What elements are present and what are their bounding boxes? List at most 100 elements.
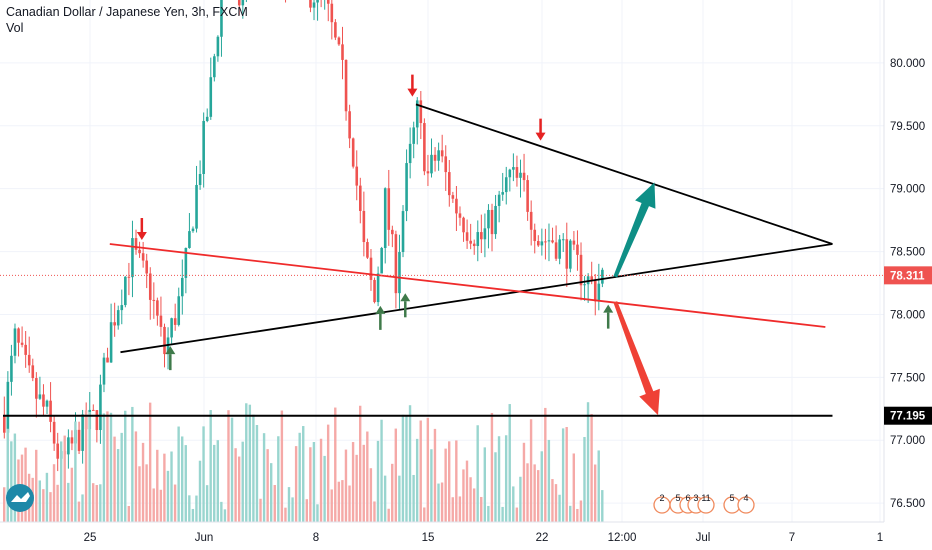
volume-bar [334,407,337,522]
volume-bar [38,480,41,522]
volume-bar [458,496,462,522]
volume-bar [138,466,141,522]
volume-bar [88,411,91,522]
candle-body [152,299,156,301]
volume-bar [127,505,130,522]
volume-bar [173,484,177,522]
volume-bar [362,444,365,522]
candle-body [35,378,38,399]
candle-body [205,116,209,121]
volume-bar [490,412,494,522]
volume-bar [412,474,415,522]
y-tick-label: 78.000 [890,309,925,321]
volume-bar [341,480,344,522]
volume-bar [415,438,419,522]
volume-bar [205,485,209,522]
candle-body [341,44,344,60]
candle-body [462,217,465,233]
volume-bar [515,507,519,522]
candle-body [469,240,472,244]
volume-bar [366,431,369,522]
volume-bar [141,442,145,522]
volume-bar [156,449,159,522]
candle-body [383,188,387,248]
volume-bar [337,481,341,522]
projection-down-arrow-icon [613,301,660,416]
candle-body [508,169,512,178]
volume-bar [319,438,323,522]
candle-body [455,198,458,214]
candle-body [184,247,188,278]
candle-body [544,241,547,243]
candle-body [533,229,537,242]
candle-body [408,143,412,164]
y-tick-label: 80.000 [890,58,925,70]
candle-body [501,192,504,195]
candle-body [220,0,223,37]
candle-body [188,231,191,248]
candle-body [42,394,45,407]
candle-body [387,188,391,230]
candle-body [70,437,74,444]
volume-bar [540,451,543,522]
volume-bar [547,439,551,522]
volume-bar [351,442,355,522]
volume-bar [576,508,579,522]
candle-body [17,328,20,343]
volume-bar [330,489,333,522]
candle-body [569,240,572,269]
volume-bar [42,489,45,522]
candle-body [120,305,124,311]
candle-body [494,205,497,235]
event-marker-icon [697,496,715,514]
candle-body [116,310,120,326]
volume-bar [152,488,155,522]
candle-body [362,210,366,243]
y-tick-label: 76.500 [890,498,925,510]
volume-bar [213,444,216,522]
candle-body [198,174,202,185]
candle-body [344,59,348,112]
volume-bar [529,419,533,522]
volume-bar [601,490,604,522]
candle-body [213,56,216,78]
volume-label: Vol [6,21,24,35]
candle-body [326,0,330,4]
candle-body [476,232,480,247]
candle-body [430,154,433,174]
candle-body [351,138,355,167]
candle-body [526,180,529,212]
volume-bar [277,436,280,522]
x-tick-label: 22 [536,532,549,544]
volume-bar [266,449,269,522]
volume-bar [426,417,430,522]
candle-body [440,150,444,157]
candle-body [77,429,81,451]
volume-bar [526,463,529,522]
trendline-upper-resistance [415,103,833,245]
volume-bar [551,479,554,522]
volume-bar [74,421,77,522]
candle-body [419,100,423,124]
candle-body [191,228,195,232]
candle-body [355,166,359,186]
volume-bar [63,435,66,522]
volume-bar [323,455,326,522]
candle-body [102,357,106,385]
volume-bar [558,494,561,522]
volume-bar [223,509,227,522]
candle-body [6,381,10,433]
candle-body [45,400,49,407]
volume-bar [494,452,497,522]
volume-bar [359,405,362,522]
volume-bar [419,420,422,522]
volume-bar [56,484,59,522]
candle-body [241,0,245,6]
x-tick-label: 15 [422,532,435,544]
volume-bar [81,494,84,522]
candle-body [444,156,448,173]
candle-body [369,257,373,280]
volume-bar [565,427,568,522]
sell-signal-arrow-icon [407,88,418,97]
